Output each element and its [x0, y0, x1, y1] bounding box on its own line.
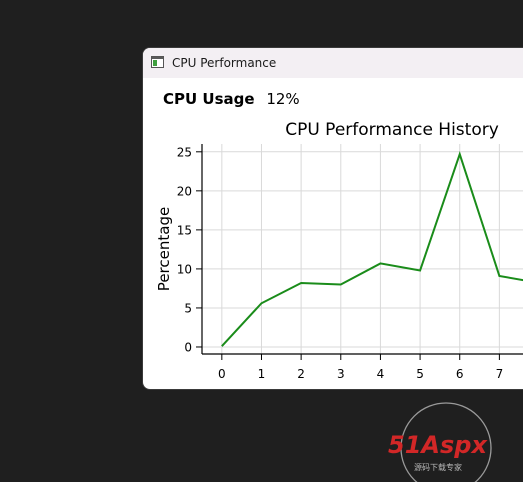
watermark-ring — [400, 402, 492, 482]
cpu-usage-value: 12% — [266, 90, 300, 108]
watermark-logo: 51Aspx 源码下载专家 — [388, 402, 492, 482]
series-line — [221, 150, 523, 347]
y-tick-label: 20 — [177, 184, 192, 198]
x-tick-label: 0 — [218, 367, 226, 381]
title-bar[interactable]: CPU Performance — [143, 48, 523, 78]
series-lines — [221, 150, 523, 347]
cpu-history-chart: CPU Performance History Percentage 05101… — [155, 120, 523, 381]
axes — [196, 144, 523, 360]
cpu-usage-row: CPU Usage 12% — [163, 90, 300, 108]
app-window-icon — [151, 56, 164, 68]
x-tick-label: 7 — [496, 367, 504, 381]
cpu-usage-label: CPU Usage — [163, 90, 255, 108]
y-tick-label: 5 — [184, 301, 192, 315]
x-tick-label: 4 — [377, 367, 385, 381]
y-tick-label: 25 — [177, 145, 192, 159]
window-title: CPU Performance — [172, 56, 277, 70]
cpu-performance-window: CPU Performance CPU Usage 12% CPU Perfor… — [143, 48, 523, 389]
x-tick-label: 5 — [416, 367, 424, 381]
y-tick-label: 0 — [184, 340, 192, 354]
x-tick-label: 3 — [337, 367, 345, 381]
y-tick-label: 15 — [177, 223, 192, 237]
x-tick-label: 2 — [297, 367, 305, 381]
watermark-text: 51Aspx — [388, 431, 488, 459]
y-tick-label: 10 — [177, 262, 192, 276]
y-axis-label: Percentage — [155, 207, 173, 291]
grid-lines — [202, 144, 523, 354]
watermark-subtext: 源码下载专家 — [414, 462, 462, 472]
x-tick-label: 1 — [258, 367, 266, 381]
tick-labels: 0 5 10 15 20 25 0 1 2 3 4 5 6 7 — [177, 145, 503, 381]
x-tick-label: 6 — [456, 367, 464, 381]
chart-title: CPU Performance History — [285, 120, 499, 140]
